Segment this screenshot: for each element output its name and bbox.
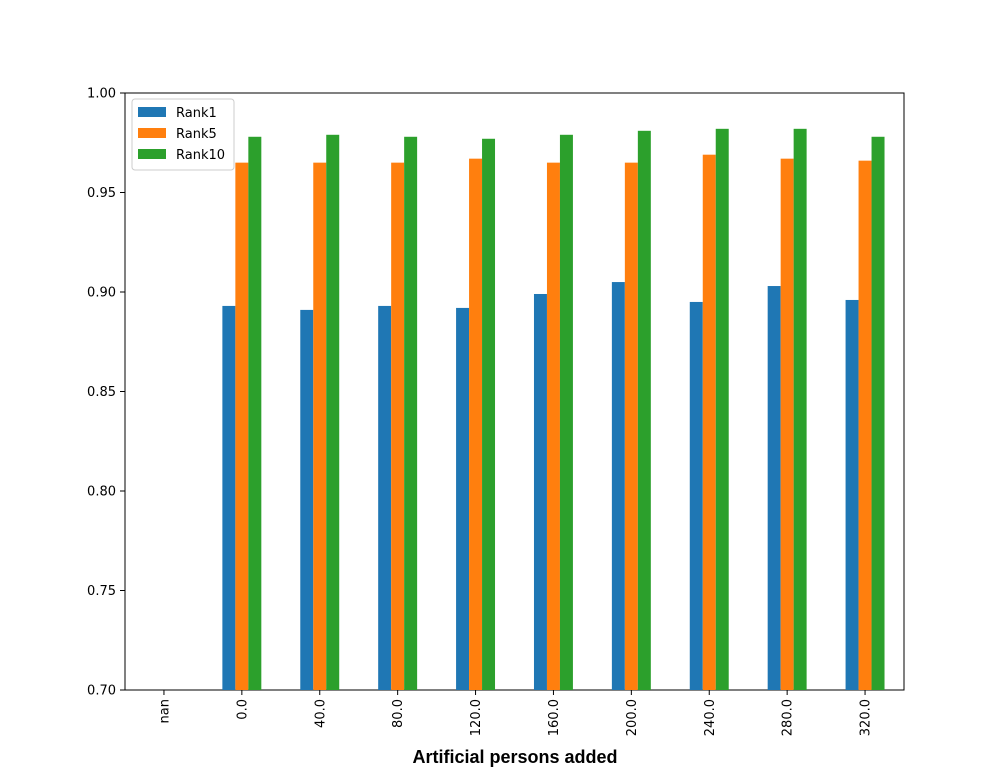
bar-rank1-160.0 [533,293,547,690]
bar-rank1-320.0 [845,299,859,690]
bar-rank5-240.0 [702,154,716,690]
bar-rank10-120.0 [482,138,496,690]
bar-rank5-80.0 [391,162,405,690]
legend-swatch-rank10 [138,149,166,159]
x-tick-label: 40.0 [313,699,328,728]
y-tick-label: 0.75 [87,584,116,599]
x-axis: nan 0.0 40.0 80.0 120.0 160.0 200.0 240.0 280.0 3… [157,690,874,736]
x-tick-label: 80.0 [391,699,406,728]
bar-rank1-40.0 [300,309,314,690]
legend-label-rank10: Rank10 [176,148,225,163]
legend-swatch-rank5 [138,128,166,138]
bar-rank5-40.0 [313,162,327,690]
bar-rank10-280.0 [793,128,807,690]
x-tick-label: 120.0 [469,699,484,736]
x-tick-label: 0.0 [235,699,250,720]
bar-rank5-200.0 [624,162,638,690]
y-tick-label: 1.00 [87,87,116,102]
y-tick-label: 0.70 [87,684,116,699]
x-tick-label: 200.0 [625,699,640,736]
x-tick-label: 320.0 [859,699,874,736]
bar-rank10-80.0 [404,136,418,690]
bar-rank10-240.0 [715,128,729,690]
bar-rank5-280.0 [780,158,794,691]
x-tick-label: nan [157,699,172,723]
bar-rank5-120.0 [469,158,483,691]
x-tick-label: 280.0 [781,699,796,736]
bar-rank1-240.0 [689,301,703,690]
legend-label-rank1: Rank1 [176,106,217,121]
bar-rank1-0.0 [222,305,236,690]
bar-rank5-320.0 [858,160,872,690]
x-tick-label: 240.0 [703,699,718,736]
bar-rank1-200.0 [611,282,625,690]
bar-rank5-160.0 [546,162,560,690]
x-tick-label: 160.0 [547,699,562,736]
legend-swatch-rank1 [138,107,166,117]
bar-rank1-280.0 [767,286,781,690]
bar-rank10-0.0 [248,136,262,690]
bar-rank1-120.0 [456,307,470,690]
bar-rank10-200.0 [637,130,651,690]
bar-rank10-320.0 [871,136,885,690]
bars [222,128,885,691]
bar-rank1-80.0 [378,305,392,690]
y-tick-label: 0.85 [87,385,116,400]
x-axis-title: Artificial persons added [412,747,617,767]
bar-rank10-160.0 [559,134,573,691]
legend-label-rank5: Rank5 [176,127,217,142]
bar-rank5-0.0 [235,162,249,690]
bar-rank10-40.0 [326,134,340,691]
y-axis: 0.70 0.75 0.80 0.85 0.90 0.95 1.00 [87,87,125,699]
y-tick-label: 0.90 [87,286,116,301]
y-tick-label: 0.95 [87,186,116,201]
legend: Rank1 Rank5 Rank10 [131,98,235,171]
y-tick-label: 0.80 [87,485,116,500]
